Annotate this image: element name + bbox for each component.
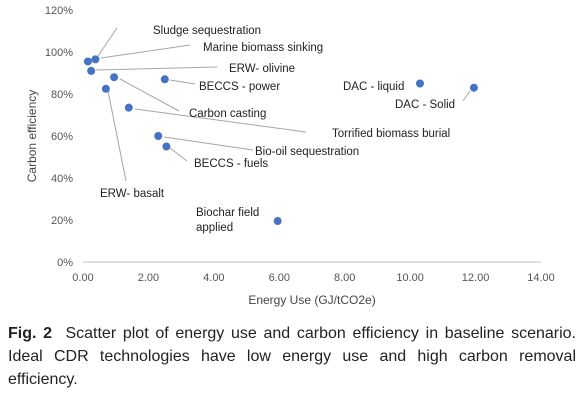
leader-line <box>462 90 471 102</box>
data-point <box>273 217 282 226</box>
data-point <box>91 55 100 64</box>
y-tick-label: 0% <box>57 257 73 269</box>
leader-line <box>100 44 191 59</box>
data-points <box>83 55 478 226</box>
point-label: Bio-oil sequestration <box>255 146 359 158</box>
x-tick-label: 0.00 <box>72 272 93 284</box>
leader-line <box>134 108 307 133</box>
data-point <box>83 57 92 66</box>
point-label: Torrified biomass burial <box>332 128 450 140</box>
point-label: DAC - liquid <box>343 81 404 93</box>
y-tick-label: 20% <box>51 215 73 227</box>
x-tick-label: 2.00 <box>138 272 159 284</box>
x-tick-label: 8.00 <box>334 272 355 284</box>
data-point <box>160 75 169 84</box>
leader-line <box>119 78 180 112</box>
data-point <box>87 66 96 75</box>
x-tick-label: 6.00 <box>269 272 290 284</box>
leader-line <box>97 27 118 57</box>
x-tick-label: 4.00 <box>203 272 224 284</box>
data-point <box>110 73 119 82</box>
data-point <box>154 132 163 140</box>
leader-line <box>169 79 196 85</box>
y-tick-label: 40% <box>51 173 73 185</box>
point-label: applied <box>196 222 233 234</box>
data-point <box>124 103 133 112</box>
point-label: DAC - Solid <box>395 99 455 111</box>
point-labels: Sludge sequestration Marine biomass sinki… <box>100 25 455 234</box>
y-tick-label: 120% <box>45 5 73 17</box>
leader-line <box>169 147 188 162</box>
leader-lines <box>95 27 471 182</box>
data-point <box>469 83 478 92</box>
point-label: Sludge sequestration <box>153 25 261 37</box>
x-tick-label: 12.00 <box>462 272 490 284</box>
point-label: Carbon casting <box>189 108 266 120</box>
data-point <box>162 142 171 151</box>
leader-line <box>95 66 218 71</box>
caption-text: Scatter plot of energy use and carbon ef… <box>8 325 577 388</box>
data-point <box>101 84 110 93</box>
tick-labels: 0.00 2.00 4.00 6.00 8.00 10.00 12.00 14.00 0% 20%… <box>45 5 555 284</box>
point-label: Biochar field <box>196 207 259 219</box>
data-point <box>415 79 424 88</box>
scatter-chart: 0.00 2.00 4.00 6.00 8.00 10.00 12.00 14.00 0% 20%… <box>25 5 555 307</box>
leader-line <box>107 90 127 182</box>
point-label: ERW- olivine <box>229 63 295 75</box>
figure-label: Fig. 2 <box>8 325 53 342</box>
x-tick-label: 10.00 <box>396 272 424 284</box>
y-tick-label: 60% <box>51 131 73 143</box>
x-axis-title: Energy Use (GJ/tCO2e) <box>248 293 375 307</box>
point-label: Marine biomass sinking <box>203 42 323 54</box>
y-axis-title: Carbon efficiency <box>25 90 39 183</box>
y-tick-label: 100% <box>45 47 73 59</box>
x-tick-label: 14.00 <box>527 272 555 284</box>
leader-line <box>163 136 254 151</box>
y-tick-label: 80% <box>51 89 73 101</box>
point-label: BECCS - fuels <box>194 158 268 170</box>
point-label: BECCS - power <box>199 81 280 93</box>
point-label: ERW- basalt <box>100 188 165 200</box>
figure-caption: Fig. 2 Scatter plot of energy use and ca… <box>8 322 576 391</box>
